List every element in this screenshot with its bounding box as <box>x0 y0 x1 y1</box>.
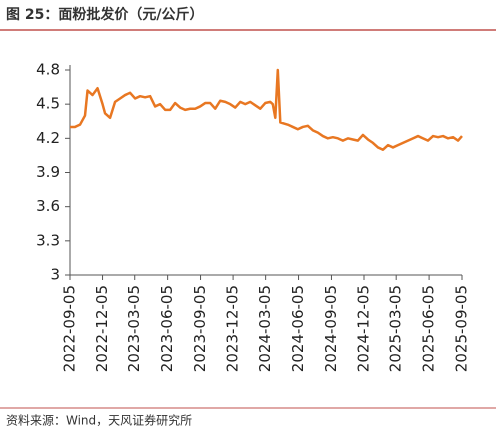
y-tick-label: 4.5 <box>36 95 60 113</box>
x-tick-label: 2023-12-05 <box>224 285 242 372</box>
x-tick-label: 2025-03-05 <box>387 285 405 372</box>
x-tick-label: 2023-03-05 <box>125 285 143 372</box>
x-tick-label: 2024-09-05 <box>322 285 340 372</box>
x-tick-label: 2024-03-05 <box>256 285 274 372</box>
y-tick-label: 3.6 <box>36 197 60 215</box>
x-tick-label: 2023-09-05 <box>191 285 209 372</box>
y-tick-label: 4.8 <box>36 61 60 79</box>
x-tick-label: 2025-06-05 <box>420 285 438 372</box>
line-series <box>70 68 463 151</box>
x-tick-label: 2024-06-05 <box>289 285 307 372</box>
source: 资料来源：Wind，天风证券研究所 <box>6 413 192 428</box>
y-tick-label: 3.9 <box>36 163 60 181</box>
x-tick-label: 2024-12-05 <box>355 285 373 372</box>
x-tick-label: 2022-12-05 <box>93 285 111 372</box>
chart-title: 图 25：面粉批发价（元/公斤） <box>6 6 203 23</box>
y-tick-label: 4.2 <box>36 129 60 147</box>
x-tick-label: 2022-09-05 <box>61 285 79 372</box>
y-tick-label: 3 <box>50 266 60 284</box>
x-tick-label: 2023-06-05 <box>158 285 176 372</box>
y-tick-label: 3.3 <box>36 231 60 249</box>
x-tick-label: 2025-09-05 <box>453 285 471 372</box>
